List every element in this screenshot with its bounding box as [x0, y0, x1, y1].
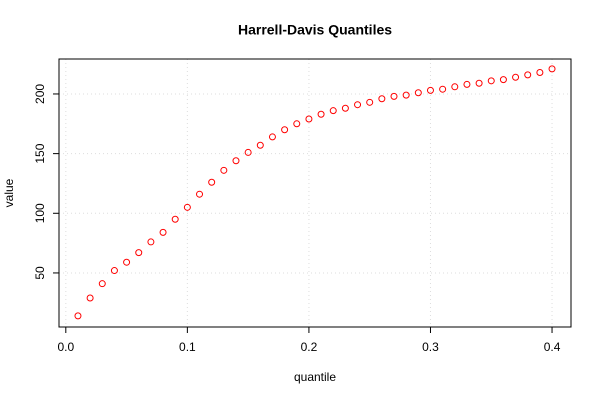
point — [487, 77, 495, 85]
point — [159, 228, 167, 236]
point — [208, 178, 216, 186]
y-tick-label: 150 — [33, 143, 47, 163]
point — [475, 79, 483, 87]
point — [317, 110, 325, 118]
y-tick-label: 100 — [33, 203, 47, 223]
point — [439, 85, 447, 93]
point — [98, 280, 106, 288]
point — [451, 83, 459, 91]
y-axis-label: value — [2, 178, 16, 207]
point — [463, 80, 471, 88]
point — [147, 238, 155, 246]
point — [183, 203, 191, 211]
point — [268, 133, 276, 141]
point — [110, 267, 118, 275]
point — [220, 166, 228, 174]
point — [402, 91, 410, 99]
point — [524, 71, 532, 79]
point — [171, 215, 179, 223]
y-tick-label: 200 — [33, 84, 47, 104]
point — [512, 73, 520, 81]
x-tick-label: 0.0 — [57, 340, 74, 354]
point — [86, 294, 94, 302]
point — [536, 68, 544, 76]
x-tick-label: 0.3 — [422, 340, 439, 354]
point — [378, 95, 386, 103]
x-tick-label: 0.1 — [179, 340, 196, 354]
point — [390, 92, 398, 100]
point — [232, 157, 240, 165]
point — [341, 104, 349, 112]
point — [244, 148, 252, 156]
point — [293, 120, 301, 128]
point — [354, 101, 362, 109]
x-tick-label: 0.4 — [544, 340, 561, 354]
point — [123, 258, 131, 266]
point — [329, 107, 337, 115]
point — [426, 86, 434, 94]
point — [135, 249, 143, 257]
point — [256, 141, 264, 149]
point — [196, 190, 204, 198]
x-axis-label: quantile — [294, 370, 336, 384]
plot-frame — [58, 58, 572, 328]
point — [499, 76, 507, 84]
y-tick-label: 50 — [33, 266, 47, 280]
point — [281, 126, 289, 134]
point — [414, 89, 422, 97]
point — [548, 65, 556, 73]
chart-title: Harrell-Davis Quantiles — [238, 22, 392, 38]
point — [305, 115, 313, 123]
x-tick-label: 0.2 — [301, 340, 318, 354]
point — [366, 98, 374, 106]
point — [74, 312, 82, 320]
